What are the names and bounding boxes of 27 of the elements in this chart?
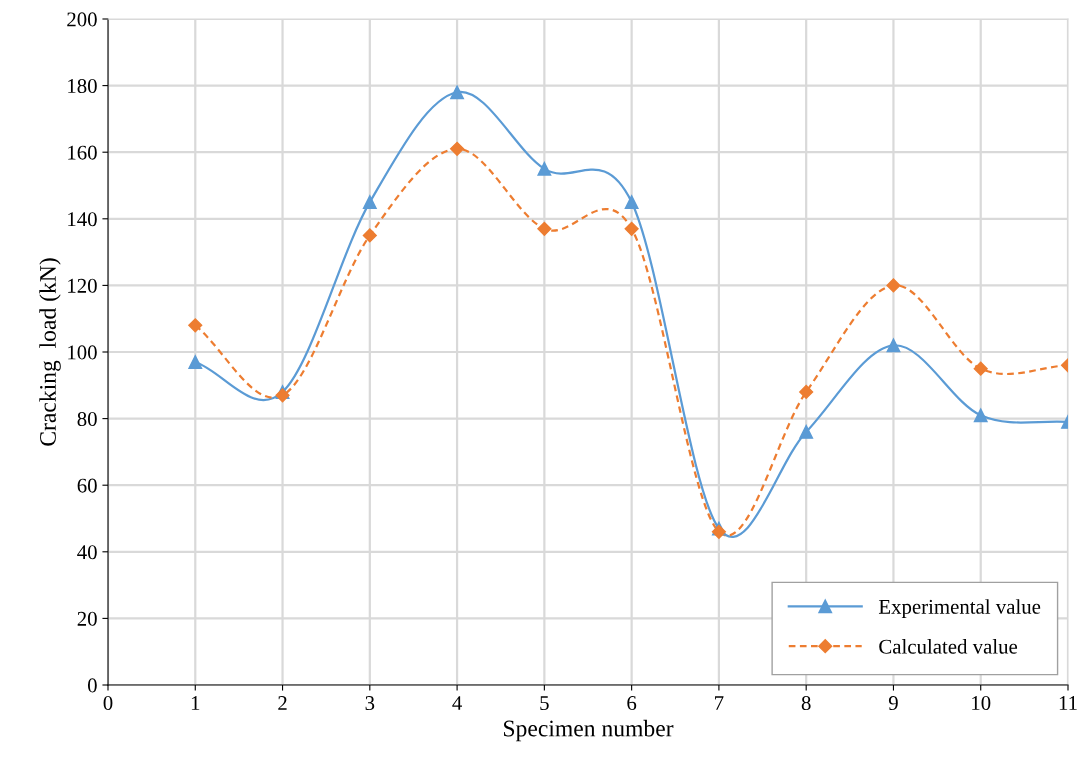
x-axis-title: Specimen number (504, 719, 674, 742)
x-tick-label: 11 (1059, 696, 1077, 710)
x-tick-label: 0 (103, 696, 113, 711)
x-tick-label: 4 (452, 696, 462, 710)
y-tick-label: 60 (77, 478, 97, 493)
y-tick-label: 80 (77, 411, 97, 427)
x-tick-label: 1 (191, 696, 200, 710)
y-tick-label: 140 (68, 212, 97, 227)
y-tick-label: 100 (68, 345, 97, 360)
x-tick-label: 7 (715, 696, 724, 710)
x-tick-label: 8 (801, 696, 811, 711)
y-tick-label: 200 (67, 12, 97, 27)
y-tick-label: 0 (87, 678, 97, 693)
x-tick-label: 5 (540, 696, 549, 711)
legend-label: Calculated value (879, 639, 1018, 654)
x-tick-label: 3 (365, 696, 375, 711)
x-tick-label: 6 (627, 696, 637, 711)
y-tick-label: 20 (77, 611, 97, 626)
y-axis-title: Cracking load (kN) (39, 258, 61, 446)
x-tick-label: 9 (888, 696, 898, 711)
y-tick-label: 40 (77, 545, 97, 560)
x-tick-label: 10 (972, 696, 991, 711)
legend-label: Experimental value (878, 599, 1041, 619)
x-tick-label: 2 (278, 696, 287, 710)
y-tick-label: 160 (68, 145, 97, 160)
y-tick-label: 120 (68, 278, 97, 293)
y-tick-label: 180 (68, 78, 97, 94)
